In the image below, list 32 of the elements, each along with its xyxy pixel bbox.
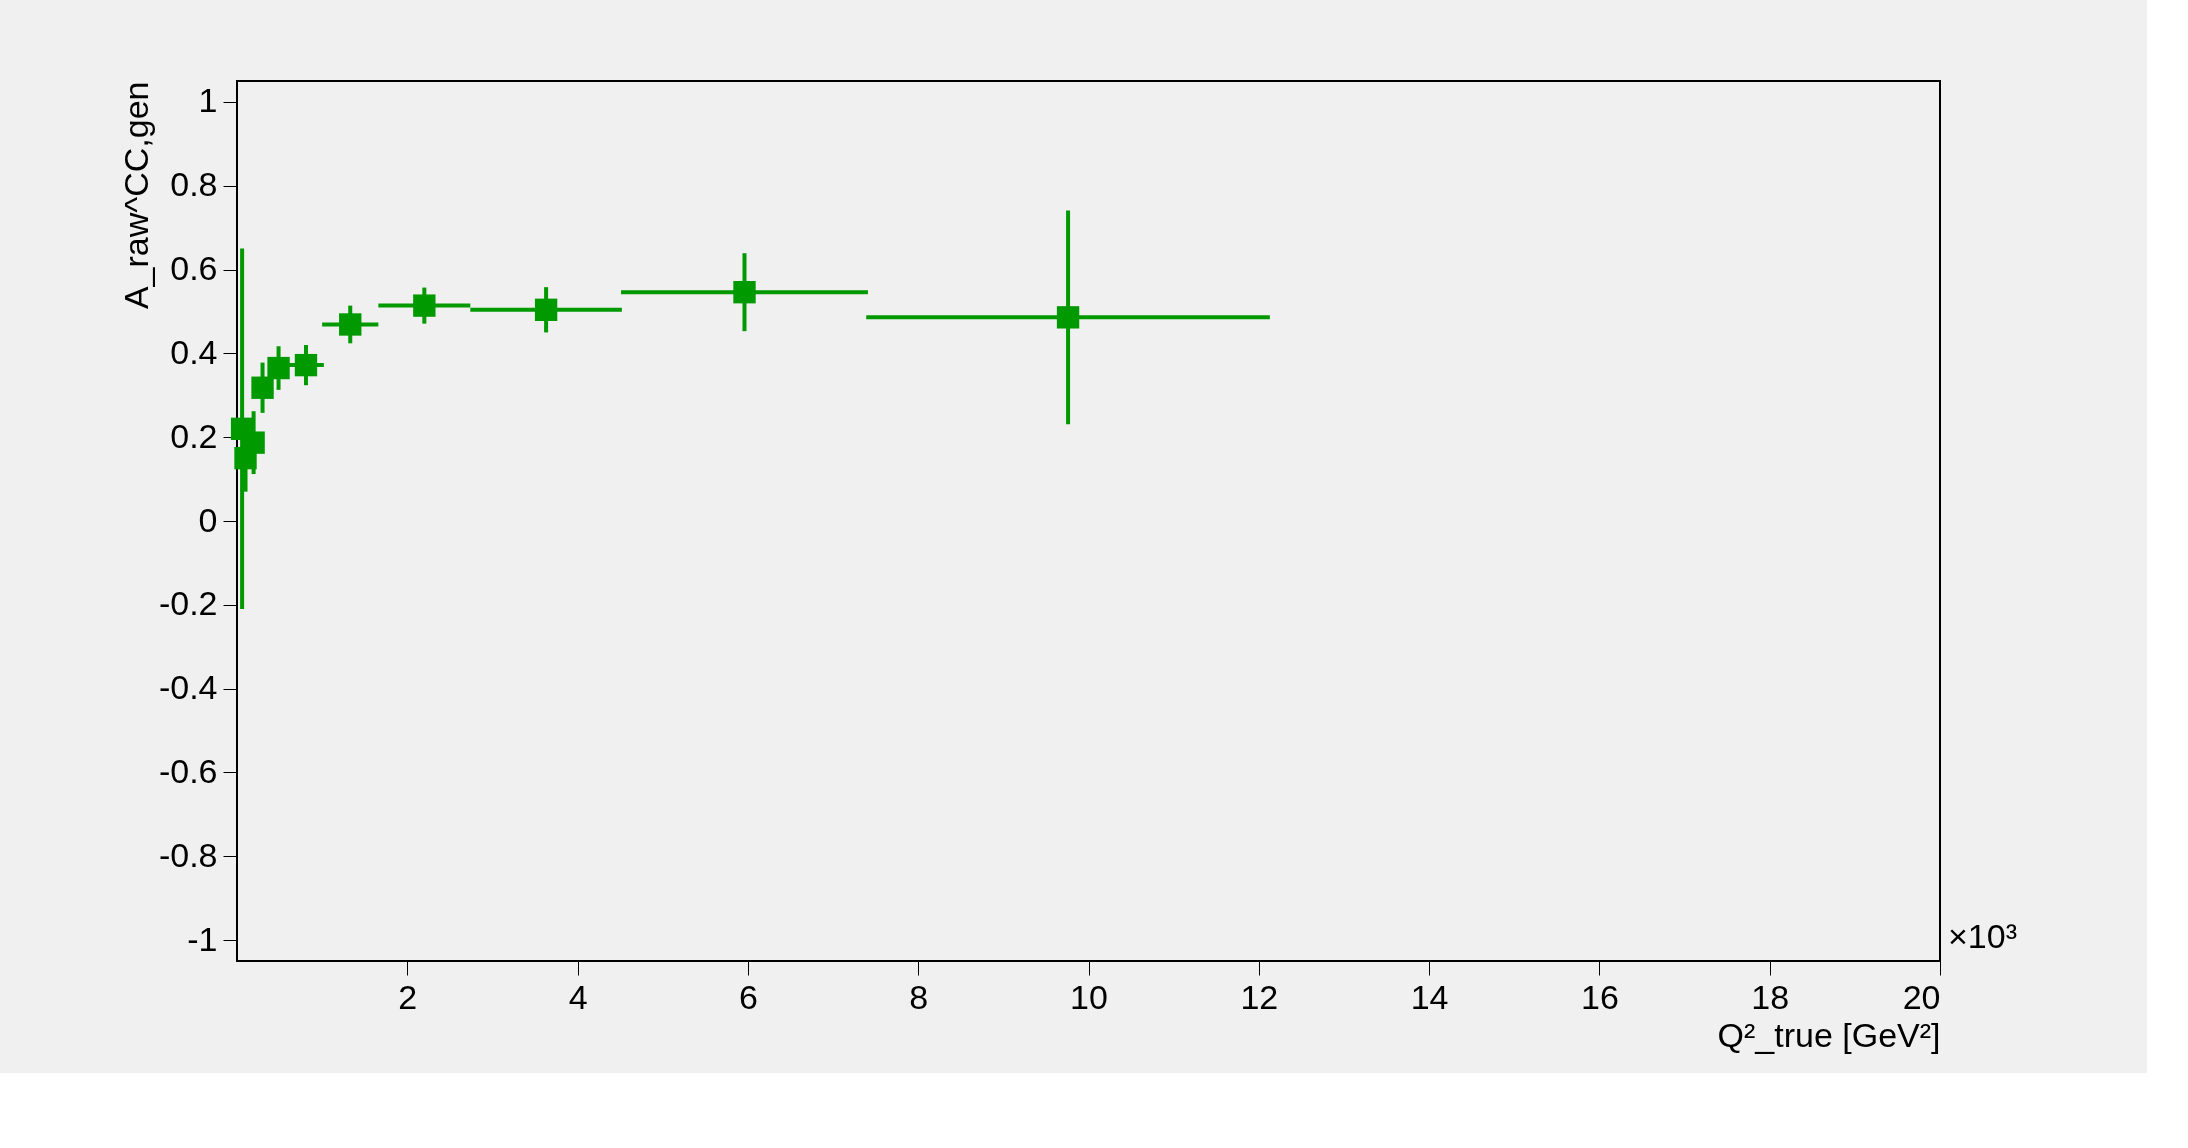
y-tick-label: -0.4 (158, 668, 218, 707)
point (733, 281, 756, 304)
point (251, 376, 274, 399)
x-tick-label: 12 (1240, 977, 1279, 1016)
x-tick-label: 4 (568, 977, 588, 1016)
x-tick-label: 16 (1580, 977, 1619, 1016)
x-tick-label: 8 (909, 977, 929, 1016)
y-tick-label: 0.2 (170, 416, 218, 455)
y-axis-title: A_raw^CC,gen (116, 81, 155, 310)
point (413, 294, 436, 317)
point (1056, 306, 1080, 329)
x-tick-label: 6 (738, 977, 758, 1016)
y-tick-label: 0 (198, 500, 218, 539)
point (267, 356, 290, 380)
y-tick-label: 0.6 (170, 249, 218, 288)
x-tick-label: 18 (1751, 977, 1790, 1016)
point (339, 313, 362, 336)
x-axis-title: Q²_true [GeV²] (1717, 1015, 1941, 1054)
x-tick-label: 2 (398, 977, 418, 1016)
y-tick-label: 1 (198, 81, 218, 120)
x-tick-label: 14 (1410, 977, 1449, 1016)
y-tick-label: -1 (187, 919, 218, 958)
y-tick-label: 0.8 (170, 165, 218, 204)
point (294, 353, 318, 377)
x-tick-label: 10 (1070, 977, 1108, 1016)
y-tick-label: -0.6 (158, 751, 218, 790)
y-tick-label: -0.8 (158, 835, 218, 874)
text: ×10³ (1948, 917, 2017, 955)
x-tick-label: 20 (1902, 977, 1941, 1016)
point (534, 298, 558, 321)
y-tick-label: -0.2 (158, 584, 218, 623)
y-tick-label: 0.4 (170, 332, 218, 371)
